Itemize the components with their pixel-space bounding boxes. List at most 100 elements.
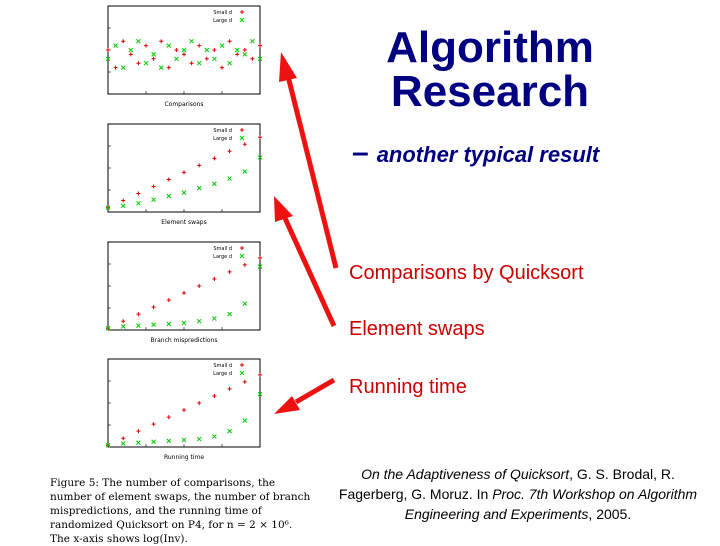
point-small-d (136, 429, 141, 434)
point-large-d (242, 301, 248, 306)
figure-caption: Figure 5: The number of comparisons, the… (50, 477, 311, 545)
x-axis-label: Running time (164, 454, 204, 461)
citation-year: , 2005. (588, 506, 632, 522)
citation: On the Adaptiveness of Quicksort, G. S. … (336, 464, 700, 524)
citation-venue: Proc. 7th Workshop on Algorithm Engineer… (404, 486, 698, 522)
element-swaps-chart: Small d Large d Element swaps (78, 118, 270, 226)
branch-mispredictions-chart-svg: Small d Large d Branch mispredictions (105, 241, 263, 344)
point-small-d (159, 39, 164, 44)
point-large-d (257, 391, 263, 397)
point-large-d (219, 43, 225, 48)
point-small-d (258, 372, 262, 377)
point-small-d (242, 48, 247, 52)
legend-marker (240, 246, 244, 250)
point-large-d (136, 440, 141, 445)
point-small-d (166, 177, 171, 182)
point-large-d (105, 325, 111, 331)
point-large-d (250, 38, 255, 44)
point-small-d (220, 65, 224, 70)
legend-label: Small d (213, 10, 232, 16)
element-swaps-chart-svg: Small d Large d Element swaps (105, 123, 263, 226)
point-small-d (121, 436, 126, 441)
point-small-d (212, 48, 217, 52)
slide-title: Algorithm Research (386, 23, 594, 116)
point-large-d (158, 65, 164, 70)
legend-label: Large d (213, 136, 232, 142)
point-large-d (128, 47, 134, 53)
point-large-d (204, 47, 210, 53)
point-small-d (136, 312, 141, 317)
point-small-d (144, 43, 148, 48)
point-small-d (151, 422, 156, 427)
point-small-d (212, 276, 217, 281)
legend-marker (240, 363, 244, 367)
point-large-d (257, 56, 263, 62)
legend-label: Large d (213, 371, 232, 377)
legend-marker (240, 128, 244, 132)
comparisons-chart: Small d Large d Comparisons (78, 0, 270, 108)
point-large-d (257, 155, 263, 160)
point-large-d (196, 436, 202, 442)
point-small-d (166, 298, 171, 303)
point-small-d (136, 61, 141, 66)
point-large-d (143, 60, 149, 66)
legend-marker (240, 10, 244, 14)
point-small-d (182, 170, 186, 175)
point-large-d (105, 205, 111, 210)
point-small-d (250, 56, 255, 61)
point-small-d (182, 52, 186, 57)
legend-marker (239, 253, 245, 259)
point-small-d (227, 149, 232, 154)
point-small-d (242, 379, 247, 384)
point-large-d (234, 47, 240, 53)
arrow-to-comparisons (279, 52, 339, 269)
point-large-d (212, 316, 217, 321)
point-small-d (227, 39, 232, 44)
point-large-d (189, 38, 194, 44)
label-comparisons: Comparisons by Quicksort (349, 262, 584, 284)
legend-label: Small d (213, 246, 232, 252)
point-large-d (212, 56, 217, 62)
point-large-d (166, 321, 172, 327)
point-large-d (136, 323, 141, 328)
label-element-swaps: Element swaps (349, 318, 485, 340)
point-large-d (196, 185, 202, 191)
running-time-chart: Small d Large d Running time (78, 353, 270, 461)
point-large-d (181, 190, 187, 195)
point-large-d (242, 169, 248, 174)
x-axis-label: Branch mispredictions (151, 337, 218, 344)
subtitle-text: another typical result (376, 142, 600, 167)
comparisons-chart-svg: Small d Large d Comparisons (105, 5, 263, 108)
point-small-d (174, 48, 179, 52)
point-large-d (174, 56, 179, 62)
point-large-d (166, 193, 172, 199)
point-large-d (196, 318, 202, 324)
citation-title: On the Adaptiveness of Quicksort (361, 466, 570, 482)
point-large-d (227, 176, 232, 181)
point-large-d (151, 52, 156, 57)
point-small-d (204, 56, 209, 61)
point-large-d (227, 311, 232, 317)
point-small-d (212, 156, 217, 161)
point-large-d (196, 60, 202, 66)
point-small-d (182, 408, 186, 413)
point-small-d (128, 52, 133, 57)
branch-mispredictions-chart: Small d Large d Branch mispredictions (78, 236, 270, 344)
point-large-d (136, 38, 141, 44)
point-small-d (136, 191, 141, 196)
point-small-d (212, 393, 217, 398)
point-large-d (151, 439, 156, 445)
label-running-time: Running time (349, 376, 467, 398)
point-large-d (120, 324, 126, 329)
point-large-d (151, 322, 156, 328)
point-large-d (120, 65, 126, 70)
point-small-d (197, 43, 202, 48)
point-large-d (212, 181, 217, 187)
point-small-d (258, 255, 262, 260)
point-large-d (166, 43, 172, 48)
point-small-d (151, 184, 156, 189)
point-large-d (105, 56, 111, 62)
x-axis-label: Comparisons (164, 101, 203, 108)
point-small-d (242, 142, 247, 147)
